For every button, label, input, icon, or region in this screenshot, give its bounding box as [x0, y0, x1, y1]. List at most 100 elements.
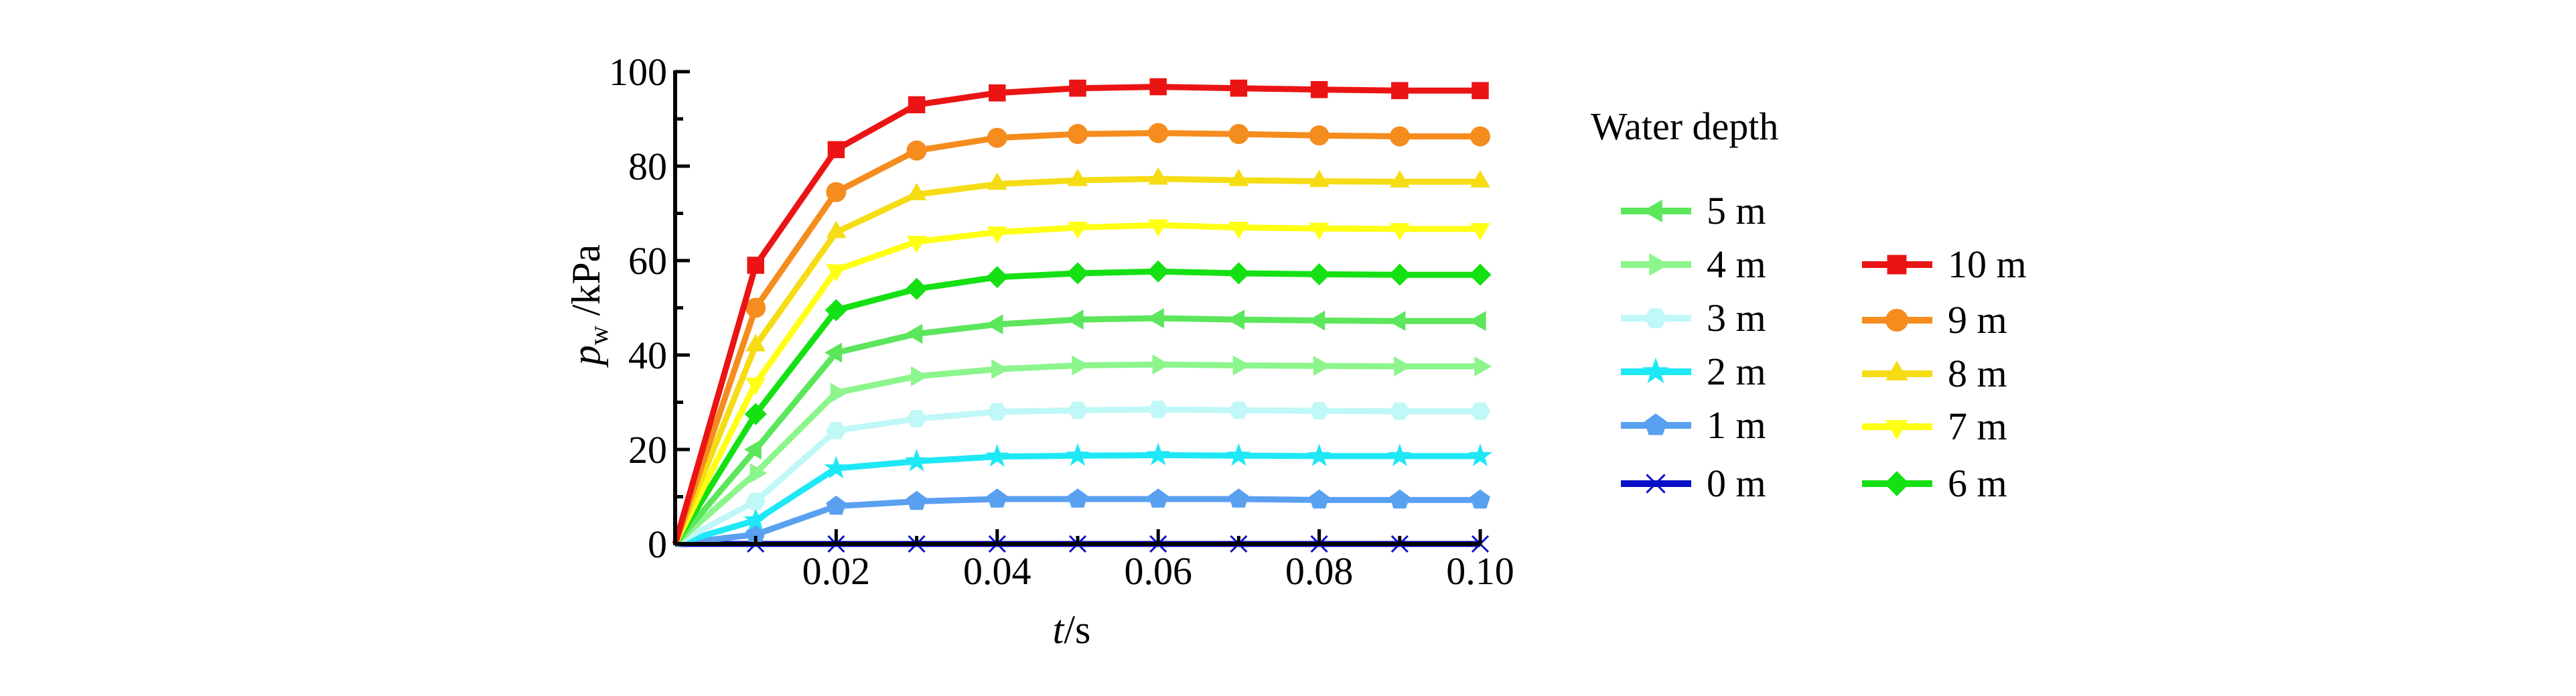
data-point — [1228, 401, 1249, 419]
legend-marker — [1642, 200, 1662, 222]
data-point — [1468, 443, 1492, 467]
data-point — [905, 324, 923, 344]
data-point — [1389, 489, 1410, 509]
legend-label: 1 m — [1707, 403, 1766, 447]
y-axis-label-sub: w — [583, 326, 614, 345]
data-point — [1066, 443, 1090, 466]
legend-marker — [1644, 308, 1667, 328]
legend-item-2m: 2 m — [1621, 350, 1766, 393]
x-axis-label-var: t — [1053, 608, 1065, 652]
data-point — [747, 257, 764, 274]
data-point — [824, 456, 849, 479]
data-point — [1068, 401, 1088, 419]
series-5m — [672, 308, 1486, 546]
data-point — [986, 266, 1009, 289]
y-tick-label: 0 — [648, 523, 667, 566]
data-point — [989, 84, 1006, 102]
legend-title: Water depth — [1591, 105, 1778, 148]
data-point — [987, 488, 1007, 508]
legend-marker — [1885, 420, 1908, 440]
legend-label: 10 m — [1948, 242, 2027, 286]
series-7m — [672, 219, 1490, 546]
data-point — [745, 492, 766, 510]
data-point — [1148, 167, 1169, 185]
legend-item-0m: 0 m — [1621, 462, 1766, 505]
series-2m — [674, 442, 1492, 547]
legend-label: 7 m — [1948, 405, 2007, 448]
x-axis-label: t/s — [1053, 608, 1091, 652]
data-point — [1148, 401, 1169, 419]
y-tick-label: 40 — [628, 334, 667, 377]
series-3m — [673, 401, 1490, 547]
data-point — [1068, 488, 1088, 508]
legend-item-5m: 5 m — [1621, 189, 1766, 232]
y-tick-label: 60 — [628, 239, 667, 283]
data-point — [1389, 170, 1410, 188]
legend-item-6m: 6 m — [1862, 462, 2007, 505]
series-8m — [672, 167, 1490, 545]
data-point — [1148, 123, 1169, 143]
data-point — [906, 410, 927, 428]
data-point — [1470, 170, 1490, 188]
data-point — [1389, 223, 1410, 241]
legend-marker — [1885, 360, 1908, 380]
y-tick-label: 100 — [609, 50, 667, 94]
data-point — [745, 297, 766, 318]
series-4m — [673, 354, 1492, 547]
data-point — [1388, 311, 1406, 332]
data-point — [1307, 443, 1332, 467]
y-tick-label: 80 — [628, 145, 667, 188]
y-axis-label-unit: /kPa — [564, 245, 608, 326]
series-line-9m — [672, 130, 1480, 545]
legend: 5 m 4 m 3 m 2 m 1 m 0 m 10 m 9 m 8 m 7 m 6 m — [1621, 189, 2027, 505]
data-point — [1389, 402, 1410, 420]
data-point — [908, 96, 926, 114]
legend-item-3m: 3 m — [1621, 296, 1766, 340]
data-point — [906, 183, 927, 200]
y-tick-label: 20 — [628, 428, 667, 472]
data-point — [749, 463, 768, 484]
data-point — [906, 236, 927, 254]
data-point — [1391, 82, 1409, 99]
data-point — [1228, 222, 1249, 239]
data-point — [1232, 355, 1250, 376]
data-point — [1227, 309, 1245, 330]
legend-label: 0 m — [1707, 462, 1766, 505]
data-point — [1230, 79, 1248, 97]
legend-marker — [1885, 309, 1908, 332]
data-point — [1066, 309, 1084, 330]
data-point — [985, 314, 1003, 335]
series-10m — [672, 78, 1489, 545]
data-point — [987, 127, 1007, 148]
data-point — [1469, 263, 1492, 286]
legend-label: 5 m — [1707, 189, 1766, 232]
data-point — [1307, 310, 1326, 331]
x-tick-label: 0.04 — [963, 549, 1031, 593]
data-point — [1387, 443, 1412, 467]
data-point — [745, 377, 766, 395]
x-tick-label: 0.06 — [1124, 549, 1192, 593]
data-point — [1147, 260, 1169, 283]
data-point — [743, 508, 768, 531]
data-point — [1309, 125, 1330, 146]
x-tick-label: 0.02 — [802, 549, 871, 593]
data-point — [1148, 488, 1169, 508]
data-point — [826, 182, 847, 202]
data-point — [904, 448, 929, 472]
data-point — [825, 342, 843, 363]
data-point — [1068, 222, 1088, 239]
data-point — [1149, 78, 1167, 96]
legend-label: 8 m — [1948, 352, 2007, 395]
data-point — [830, 382, 848, 403]
legend-label: 9 m — [1948, 298, 2007, 342]
axes: 0.02 0.04 0.06 0.08 0.10 0 20 40 60 80 100 — [609, 50, 1514, 593]
legend-label: 6 m — [1948, 462, 2007, 505]
data-point — [1310, 81, 1328, 98]
data-point — [1148, 219, 1169, 237]
legend-marker — [1642, 357, 1670, 384]
data-point — [745, 334, 766, 352]
data-point — [906, 490, 927, 510]
data-point — [1228, 168, 1249, 186]
data-point — [1146, 308, 1164, 328]
data-point — [1309, 222, 1330, 240]
